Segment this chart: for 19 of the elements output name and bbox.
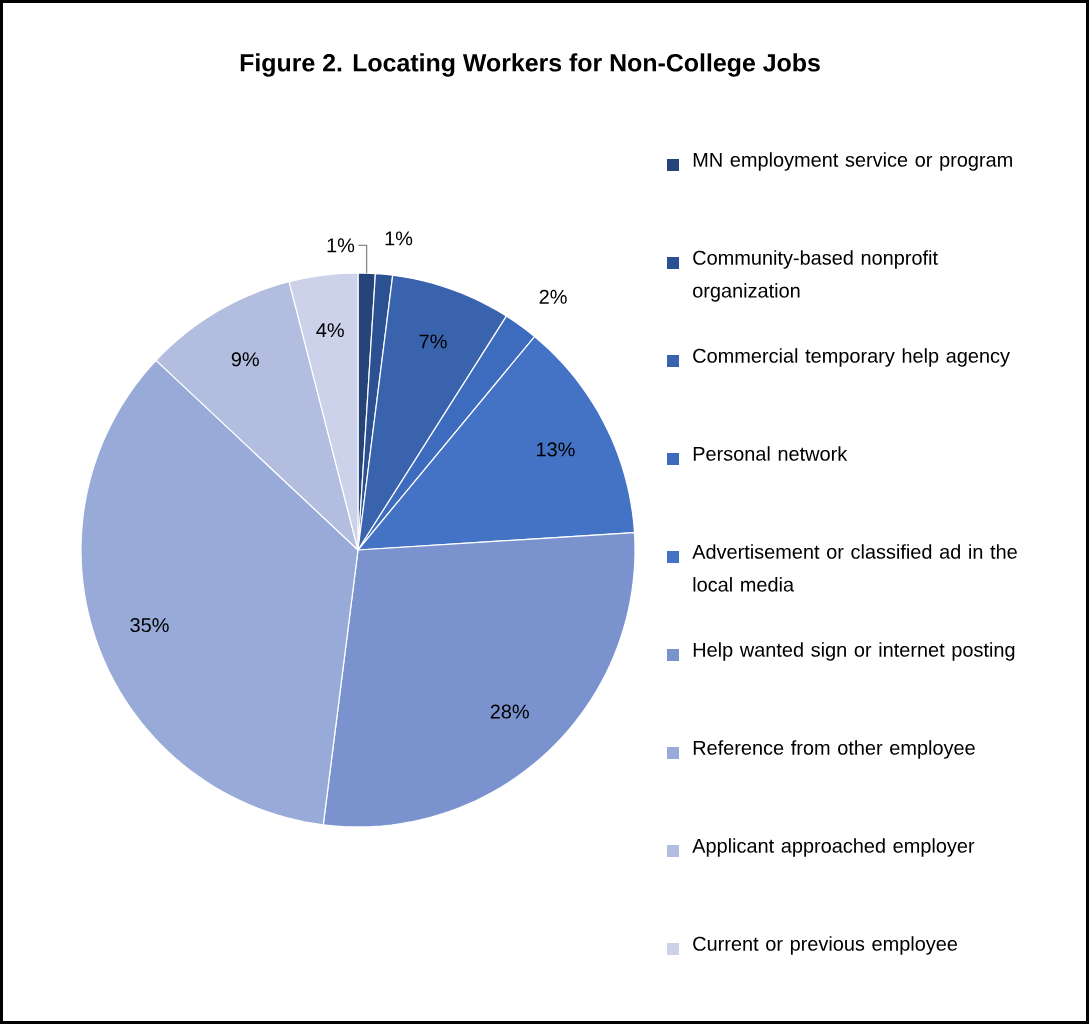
data-label: 4% xyxy=(316,323,344,338)
data-label: 7% xyxy=(419,334,447,349)
legend-label: Help wanted sign or internet posting xyxy=(693,642,1015,661)
legend-label: Current or previous employee xyxy=(693,936,958,955)
legend-label: Reference from other employee xyxy=(693,740,975,759)
data-label: 35% xyxy=(130,618,169,633)
chart-title: Figure 2. Locating Workers for Non-College Jobs xyxy=(240,53,820,77)
legend-label: MN employment service or program xyxy=(693,152,1012,171)
legend-label: Community-based nonprofit organization xyxy=(693,250,938,302)
data-label: 28% xyxy=(490,704,529,719)
legend-label: Advertisement or classified ad in the local media xyxy=(692,544,1017,592)
data-label: 9% xyxy=(231,352,259,367)
data-label: 13% xyxy=(537,442,575,457)
legend-label: Applicant approached employer xyxy=(692,838,975,857)
data-label: 1% xyxy=(327,238,355,253)
legend-label: Personal network xyxy=(693,446,848,461)
legend-label: Commercial temporary help agency xyxy=(693,348,1010,367)
data-label: 2% xyxy=(539,289,567,304)
data-label: 1% xyxy=(385,231,413,246)
